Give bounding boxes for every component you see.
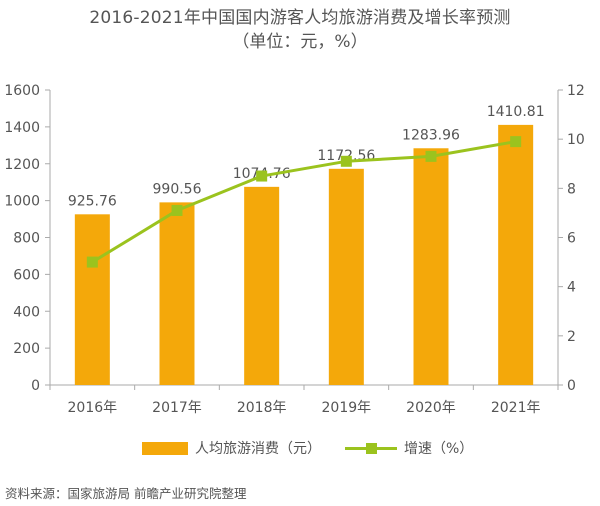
legend-item-bar: 人均旅游消费（元）	[142, 438, 321, 458]
chart-subtitle: （单位：元，%）	[232, 32, 368, 52]
legend-bar-label: 人均旅游消费（元）	[195, 441, 321, 457]
legend-bar-swatch	[142, 441, 188, 455]
right-axis-tick-label: 0	[567, 378, 576, 394]
left-axis-tick-label: 400	[13, 304, 40, 320]
right-axis-tick-label: 10	[567, 132, 585, 148]
growth-point	[171, 204, 183, 216]
right-axis-tick-label: 2	[567, 329, 576, 345]
x-axis-tick-label: 2017年	[152, 400, 202, 416]
bar-value-label: 990.56	[153, 181, 202, 197]
bar-2021年	[498, 124, 534, 386]
left-axis-tick-label: 0	[31, 378, 40, 394]
bar-2017年	[159, 202, 195, 385]
growth-point	[340, 155, 352, 167]
bar-value-label: 925.76	[68, 193, 117, 209]
left-axis-tick-label: 600	[13, 267, 40, 283]
bar-2016年	[74, 214, 110, 385]
growth-point	[86, 256, 98, 268]
right-axis-tick-label: 12	[567, 83, 585, 99]
growth-point	[510, 136, 522, 148]
source-note: 资料来源：国家旅游局 前瞻产业研究院整理	[5, 486, 247, 501]
growth-point	[425, 150, 437, 162]
x-axis-tick-label: 2020年	[406, 400, 456, 416]
right-axis-tick-label: 8	[567, 181, 576, 197]
bar-2019年	[328, 168, 364, 385]
bar-2020年	[413, 148, 449, 385]
legend-line-label: 增速（%）	[404, 441, 474, 457]
x-axis-tick-label: 2021年	[491, 400, 541, 416]
chart-legend: 人均旅游消费（元） 增速（%）	[0, 438, 600, 460]
x-axis-tick-label: 2019年	[322, 400, 372, 416]
legend-line-swatch	[345, 442, 397, 455]
left-axis-tick-label: 1200	[4, 157, 40, 173]
bar-2018年	[244, 186, 280, 385]
right-axis-tick-label: 6	[567, 231, 576, 247]
left-axis-tick-label: 800	[13, 231, 40, 247]
chart-plot: 0 200 400 600 800 1000 1200 1400 1600 0 2 4 6 8 10 12 20…	[4, 83, 585, 416]
chart-title: 2016-2021年中国国内游客人均旅游消费及增长率预测	[89, 8, 511, 28]
left-axis-tick-label: 1400	[4, 120, 40, 136]
left-axis-tick-label: 1600	[4, 83, 40, 99]
x-axis-tick-label: 2016年	[68, 400, 118, 416]
right-axis-tick-label: 4	[567, 280, 576, 296]
growth-line	[91, 140, 516, 264]
left-axis-tick-label: 1000	[4, 194, 40, 210]
legend-item-line: 增速（%）	[345, 438, 473, 458]
x-axis-tick-label: 2018年	[237, 400, 287, 416]
bar-value-label: 1283.96	[402, 127, 460, 143]
bar-value-label: 1410.81	[487, 104, 545, 120]
growth-point	[256, 170, 268, 182]
left-axis-tick-label: 200	[13, 341, 40, 357]
